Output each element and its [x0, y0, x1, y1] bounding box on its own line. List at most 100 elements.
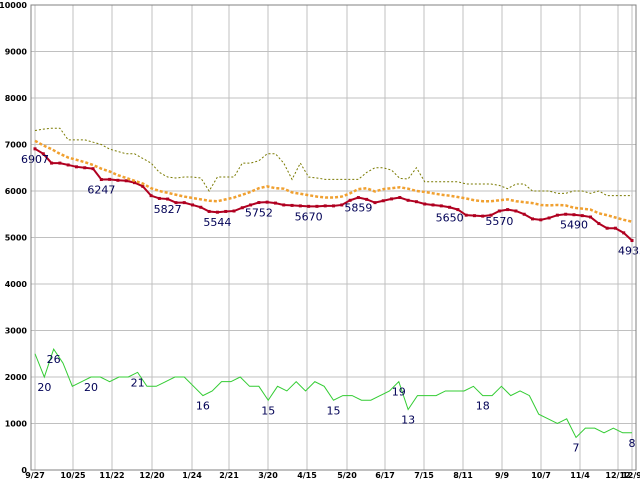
price-point: [448, 205, 452, 209]
price-point: [613, 226, 617, 230]
price-point: [522, 212, 526, 216]
price-point: [332, 204, 335, 208]
price-point: [307, 204, 311, 208]
price-point: [215, 210, 219, 214]
price-point: [630, 239, 634, 243]
y-tick-label: 8000: [5, 94, 28, 103]
price-point: [390, 197, 394, 201]
label-layer: 6907 6247 5827 5544 5752 5670 5859 5650 5570 5490…: [21, 153, 640, 455]
price-point: [83, 166, 87, 170]
x-tick-label: 12/9: [622, 471, 640, 480]
data-label: 15: [327, 404, 341, 417]
x-tick-label: 6/17: [375, 471, 395, 480]
data-label: 7: [573, 441, 580, 454]
price-point: [116, 178, 120, 182]
ma_long-line: [34, 127, 632, 197]
x-tick-label: 4/15: [297, 471, 317, 480]
price-point: [298, 204, 302, 208]
price-point: [224, 209, 228, 213]
x-tick-label: 10/7: [531, 471, 551, 480]
price-point: [439, 204, 443, 208]
price-point: [622, 231, 626, 235]
data-label: 5490: [560, 219, 588, 232]
price-point: [66, 163, 70, 167]
data-label: 8: [629, 437, 636, 450]
price-point: [356, 196, 360, 200]
price-point: [124, 179, 128, 183]
price-point: [290, 203, 294, 207]
data-label: 26: [47, 353, 61, 366]
price-point: [464, 213, 468, 217]
price-point: [157, 196, 161, 200]
x-tick-label: 9/27: [25, 471, 45, 480]
price-point: [605, 226, 609, 230]
price-point: [199, 205, 203, 209]
price-point: [340, 203, 344, 207]
data-label: 5670: [295, 210, 323, 223]
price-point: [589, 215, 593, 219]
price-point: [373, 201, 377, 205]
x-tick-label: 7/15: [414, 471, 434, 480]
price-point: [580, 214, 584, 218]
price-point: [174, 201, 178, 205]
price-point: [348, 198, 352, 202]
price-point: [315, 204, 319, 208]
price-point: [547, 216, 551, 220]
price-point: [497, 209, 501, 213]
y-tick-label: 2000: [5, 373, 28, 382]
data-label: 5570: [485, 215, 513, 228]
price-line: [34, 147, 633, 242]
data-label: 6907: [21, 153, 49, 166]
price-point: [133, 181, 136, 185]
data-label: 15: [261, 404, 275, 417]
price-point: [91, 167, 95, 171]
price-point: [257, 201, 261, 205]
x-tick-label: 11/22: [99, 471, 124, 480]
x-tick-label: 2/21: [219, 471, 239, 480]
y-tick-label: 1000: [5, 420, 28, 429]
data-label: 20: [84, 381, 98, 394]
price-point: [481, 214, 485, 218]
x-tick-label: 5/20: [337, 471, 357, 480]
data-label: 4935: [618, 245, 640, 258]
x-tick-label: 3/20: [258, 471, 278, 480]
x-tick-label: 12/12: [605, 471, 630, 480]
price-point: [74, 165, 78, 169]
price-point: [182, 201, 186, 205]
volume-line: [34, 347, 632, 439]
price-point: [323, 204, 327, 208]
price-point: [41, 152, 45, 156]
price-point: [406, 198, 410, 202]
price-point: [431, 203, 435, 207]
plot-frame: [30, 4, 637, 471]
y-tick-label: 5000: [5, 234, 28, 243]
price-point: [191, 203, 195, 207]
price-point: [99, 178, 103, 182]
price-point: [265, 200, 269, 204]
price-point: [108, 177, 112, 181]
price-point: [141, 184, 145, 188]
data-label: 5827: [154, 203, 182, 216]
data-label: 18: [476, 400, 490, 413]
y-tick-label: 10000: [0, 1, 27, 10]
data-label: 5650: [436, 211, 464, 224]
price-point: [564, 212, 568, 216]
x-tick-label: 9/9: [495, 471, 509, 480]
data-label: 13: [401, 414, 415, 427]
price-point: [249, 203, 253, 207]
price-point: [597, 222, 601, 226]
price-point: [381, 199, 385, 203]
price-point: [555, 213, 559, 217]
price-point: [365, 197, 369, 201]
data-label: 20: [37, 381, 51, 394]
price-point: [58, 161, 62, 165]
data-label: 19: [392, 386, 406, 399]
price-point: [472, 214, 476, 218]
x-tick-label: 11/4: [570, 471, 590, 480]
price-point: [572, 213, 576, 217]
price-point: [282, 203, 286, 207]
price-point: [50, 161, 54, 165]
y-tick-label: 3000: [5, 327, 28, 336]
price-point: [240, 206, 244, 210]
x-tick-label: 1/24: [182, 471, 202, 480]
